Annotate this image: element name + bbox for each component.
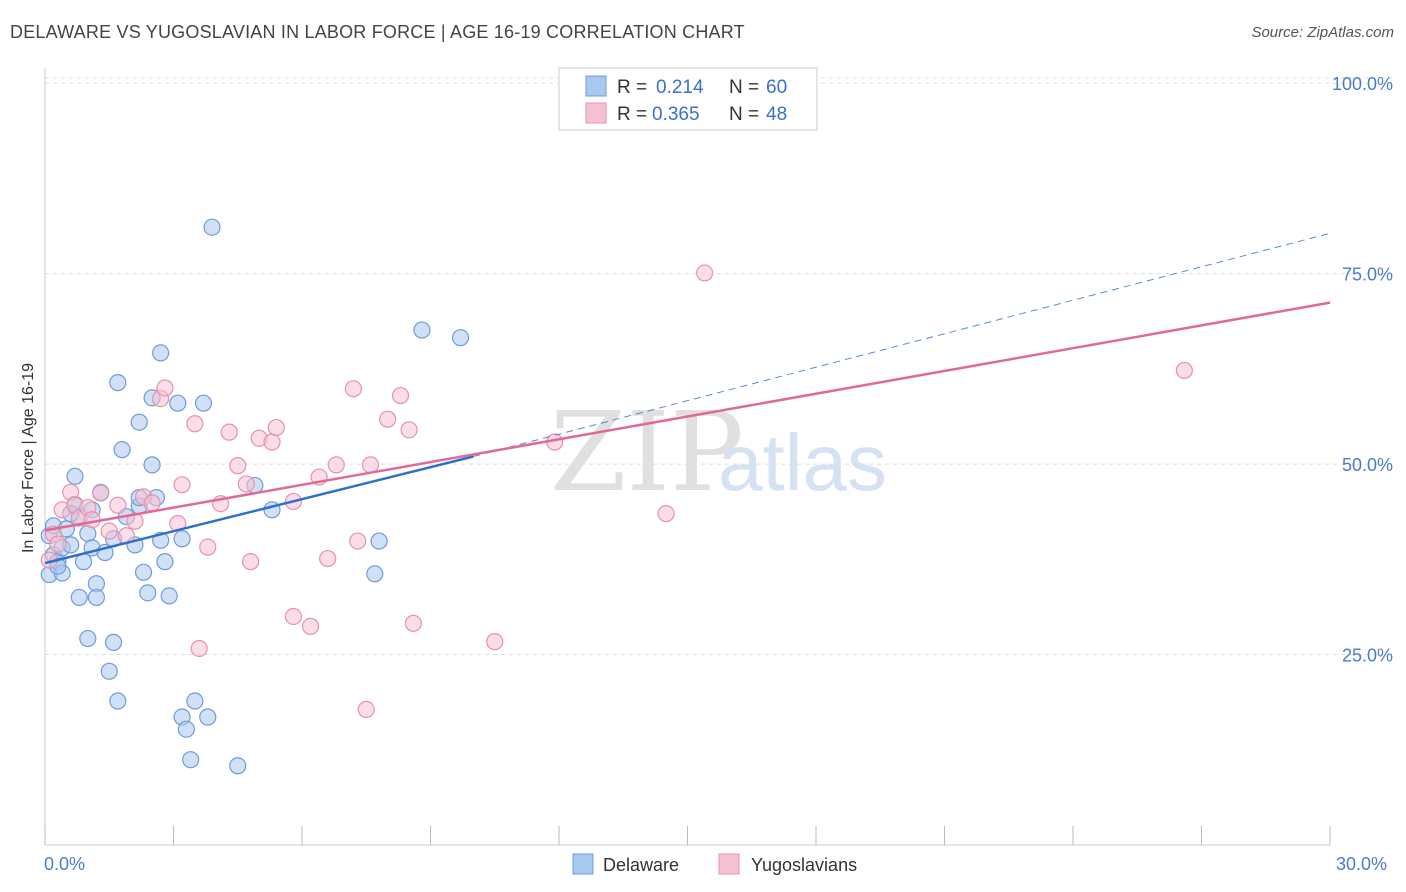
x-tick-label-min: 0.0% (44, 854, 85, 874)
delaware-point-55 (413, 321, 431, 339)
watermark-zip: ZIP (550, 388, 744, 516)
yugoslavians-point-17 (156, 379, 174, 397)
delaware-point-54 (370, 532, 388, 550)
delaware-point-39 (156, 553, 174, 571)
trend-lines (44, 232, 1331, 565)
yugoslavians-point-36 (327, 456, 345, 474)
yugoslavians-point-38 (349, 532, 367, 550)
yugoslavians-point-43 (404, 614, 422, 632)
legend-r-value-yugoslavians: 0.365 (652, 104, 700, 125)
delaware-point-9 (66, 467, 84, 485)
legend-r-value-delaware: 0.214 (656, 77, 704, 98)
yugoslavians-point-37 (344, 380, 362, 398)
bottom-legend-label-yugoslavians: Yugoslavians (751, 855, 857, 875)
source-credit: Source: ZipAtlas.com (1251, 24, 1394, 41)
yugoslavians-point-11 (109, 496, 127, 514)
trend-line-yugoslavians (44, 301, 1331, 532)
delaware-point-53 (366, 565, 384, 583)
delaware-point-49 (203, 218, 221, 236)
bottom-legend-swatch-yugoslavians (718, 853, 740, 875)
yugoslavians-point-33 (301, 617, 320, 635)
yugoslavians-point-42 (400, 421, 418, 439)
yugoslavians-point-19 (173, 476, 191, 494)
x-tick-label-max: 30.0% (1336, 854, 1387, 874)
yugoslavians-point-48 (696, 264, 714, 282)
yugoslavians-point-20 (186, 415, 204, 433)
yugoslavians-point-15 (143, 494, 161, 512)
series-legend: Delaware Yugoslavians (572, 853, 857, 875)
yugoslavians-point-21 (190, 639, 208, 658)
bottom-legend-swatch-delaware (572, 853, 594, 875)
trend-line-delaware-extension (473, 232, 1331, 457)
legend-swatch-yugoslavians (585, 102, 607, 124)
delaware-point-32 (134, 563, 153, 581)
delaware-point-18 (87, 588, 106, 607)
delaware-point-33 (139, 584, 157, 602)
legend-r-label-yugoslavians: R = (617, 104, 647, 125)
yugoslavians-point-47 (657, 505, 675, 523)
delaware-point-31 (130, 413, 148, 431)
yugoslavians-point-22 (199, 538, 217, 556)
x-axis-ticks (44, 826, 1331, 845)
chart-title: DELAWARE VS YUGOSLAVIAN IN LABOR FORCE |… (10, 22, 745, 42)
delaware-point-22 (104, 633, 123, 651)
yugoslavians-point-26 (237, 475, 255, 493)
delaware-point-15 (79, 629, 97, 648)
delaware-point-38 (152, 344, 170, 362)
y-tick-label-50: 50.0% (1342, 455, 1393, 475)
yugoslavians-point-10 (100, 522, 118, 540)
legend-n-label-yugoslavians: N = (729, 104, 759, 125)
delaware-point-40 (160, 587, 178, 605)
delaware-point-46 (186, 692, 204, 710)
yugoslavians-point-35 (319, 549, 337, 568)
legend-n-label-delaware: N = (729, 77, 759, 98)
yugoslavians-point-27 (242, 553, 260, 571)
watermark-atlas: atlas (718, 418, 887, 507)
delaware-point-50 (229, 757, 247, 775)
yugoslavians-point-44 (357, 700, 375, 719)
yugoslavians-point-2 (49, 535, 67, 553)
legend-n-value-delaware: 60 (766, 77, 787, 98)
trend-line-delaware (44, 455, 474, 565)
yugoslavians-point-45 (486, 633, 504, 651)
yugoslavians-point-41 (391, 386, 410, 405)
y-axis-label: In Labor Force | Age 16-19 (20, 363, 37, 553)
yugoslavians-point-30 (267, 418, 285, 437)
y-tick-label-25: 25.0% (1342, 646, 1393, 666)
y-tick-label-75: 75.0% (1342, 265, 1393, 285)
delaware-point-42 (173, 530, 191, 548)
y-axis-tick-labels: 25.0% 50.0% 75.0% 100.0% (1332, 74, 1393, 665)
delaware-point-45 (182, 751, 200, 769)
yugoslavians-point-18 (169, 514, 187, 533)
delaware-point-21 (100, 662, 118, 680)
watermark: ZIP atlas (550, 388, 887, 516)
yugoslavians-point-49 (1175, 361, 1193, 380)
series-delaware (40, 218, 470, 775)
delaware-point-56 (451, 329, 470, 347)
yugoslavians-point-25 (229, 457, 247, 475)
yugoslavians-point-32 (284, 607, 303, 626)
legend-swatch-delaware (585, 75, 607, 97)
yugoslavians-point-24 (220, 423, 238, 441)
yugoslavians-point-9 (92, 484, 110, 502)
yugoslavians-point-29 (263, 433, 281, 451)
delaware-point-41 (169, 394, 187, 412)
delaware-point-47 (194, 394, 213, 412)
delaware-point-25 (109, 374, 127, 392)
delaware-point-24 (109, 692, 127, 710)
legend-n-value-yugoslavians: 48 (766, 104, 787, 125)
delaware-point-48 (199, 708, 217, 726)
yugoslavians-point-8 (83, 511, 101, 529)
stats-legend: R = 0.214 N = 60 R = 0.365 N = 48 (558, 67, 818, 131)
delaware-point-35 (143, 456, 161, 474)
bottom-legend-label-delaware: Delaware (603, 855, 679, 875)
y-tick-label-100: 100.0% (1332, 74, 1393, 94)
yugoslavians-point-40 (379, 410, 397, 428)
legend-r-label-delaware: R = (617, 77, 647, 98)
delaware-point-12 (70, 588, 88, 607)
delaware-point-44 (177, 720, 195, 738)
delaware-point-26 (113, 441, 131, 459)
